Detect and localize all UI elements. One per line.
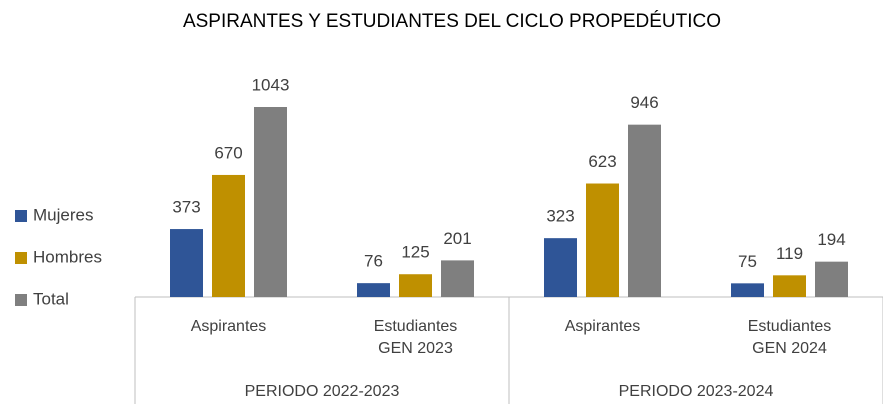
bar [212, 174, 245, 297]
bar [815, 261, 848, 297]
bar [773, 275, 806, 297]
bar [586, 183, 619, 297]
legend-swatch [15, 210, 27, 222]
bar [544, 238, 577, 297]
data-label: 623 [588, 152, 616, 171]
bar [399, 274, 432, 297]
legend-swatch [15, 252, 27, 264]
group-label: PERIODO 2022-2023 [244, 383, 400, 400]
legend-label: Total [33, 289, 69, 308]
x-tick-label: Aspirantes [564, 318, 641, 335]
x-tick-label: Estudiantes GEN 2024 [747, 318, 832, 357]
data-label: 373 [172, 198, 200, 217]
data-label: 201 [443, 229, 471, 248]
group-label: PERIODO 2023-2024 [618, 383, 774, 400]
bar [254, 107, 287, 297]
chart-title: ASPIRANTES Y ESTUDIANTES DEL CICLO PROPE… [183, 11, 721, 32]
data-label: 125 [401, 243, 429, 262]
legend-label: Hombres [33, 247, 102, 266]
data-label: 76 [364, 252, 383, 271]
legend-swatch [15, 294, 27, 306]
data-label: 119 [776, 244, 803, 263]
data-label: 1043 [252, 75, 290, 94]
data-label: 194 [817, 230, 845, 249]
bar [441, 260, 474, 297]
bar [628, 124, 661, 297]
data-label: 75 [738, 252, 757, 271]
data-label: 323 [546, 207, 574, 226]
bar [170, 229, 203, 297]
x-tick-label: Aspirantes [190, 318, 267, 335]
bar [731, 283, 764, 297]
data-label: 946 [630, 93, 658, 112]
legend-label: Mujeres [33, 205, 93, 224]
bar [357, 283, 390, 297]
data-label: 670 [214, 143, 242, 162]
x-tick-label: Estudiantes GEN 2023 [373, 318, 458, 357]
